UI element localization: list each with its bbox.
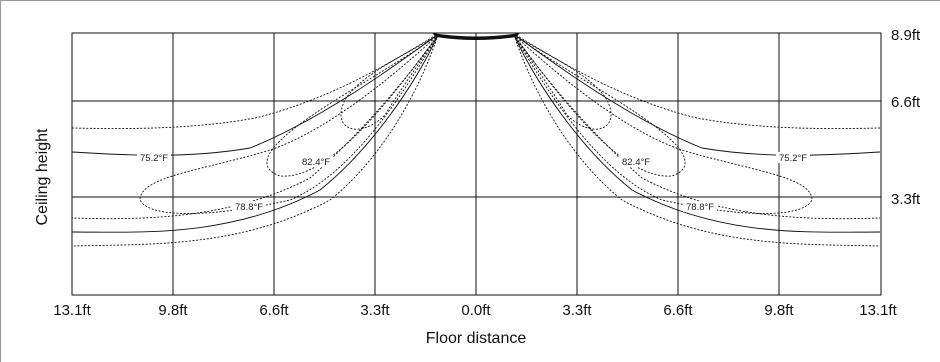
temp-label-75-left: 75.2°F <box>140 153 168 164</box>
label-background <box>232 201 266 212</box>
x-tick-label: 6.6ft <box>259 302 289 319</box>
x-tick-label: 13.1ft <box>859 302 897 319</box>
contour-line <box>139 34 439 214</box>
x-axis-title: Floor distance <box>426 330 527 347</box>
contour-line <box>515 34 881 130</box>
contour-line <box>513 34 881 247</box>
label-background <box>683 201 717 212</box>
x-tick-labels: 13.1ft 9.8ft 6.6ft 3.3ft 0.0ft 3.3ft 6.6… <box>53 302 897 319</box>
contour-line <box>513 34 686 177</box>
temp-label-82-right: 82.4°F <box>622 157 650 168</box>
contour-line <box>513 34 612 130</box>
y-tick-labels: 8.9ft 6.6ft 3.3ft <box>891 27 921 208</box>
ceiling-unit <box>432 33 520 40</box>
contour-line <box>71 34 439 247</box>
contour-line <box>71 34 438 156</box>
contour-line <box>71 34 439 220</box>
temp-labels-left: 75.2°F 82.4°F 78.8°F <box>137 152 333 213</box>
temp-label-82-left: 82.4°F <box>302 157 330 168</box>
contour-line <box>71 34 439 233</box>
label-background <box>137 152 171 163</box>
x-tick-label: 3.3ft <box>562 302 592 319</box>
x-tick-label: 6.6ft <box>663 302 693 319</box>
contour-line <box>266 34 439 177</box>
x-tick-label: 9.8ft <box>764 302 794 319</box>
temp-labels-right: 82.4°F 78.8°F 75.2°F <box>619 152 810 213</box>
label-background <box>619 156 653 167</box>
x-tick-label: 13.1ft <box>53 302 91 319</box>
horizontal-gridlines <box>72 100 881 198</box>
y-tick-label: 3.3ft <box>891 191 921 208</box>
contours-left <box>71 34 439 247</box>
label-background <box>299 156 333 167</box>
vertical-gridlines <box>172 33 780 295</box>
contour-line <box>513 34 813 214</box>
y-axis-title: Ceiling height <box>34 128 51 226</box>
contours-right <box>513 34 881 247</box>
temp-label-78-right: 78.8°F <box>686 202 714 213</box>
y-tick-label: 8.9ft <box>891 27 921 44</box>
contour-line <box>513 34 881 233</box>
temp-label-78-left: 78.8°F <box>235 202 263 213</box>
contour-line <box>71 34 437 130</box>
label-background <box>776 152 810 163</box>
contour-line <box>514 34 881 156</box>
temp-label-75-right: 75.2°F <box>779 153 807 164</box>
y-tick-label: 6.6ft <box>891 94 921 111</box>
x-tick-label: 9.8ft <box>158 302 188 319</box>
contour-line <box>340 34 439 130</box>
contour-line <box>513 34 881 220</box>
x-tick-label: 0.0ft <box>461 302 491 319</box>
x-tick-label: 3.3ft <box>360 302 390 319</box>
